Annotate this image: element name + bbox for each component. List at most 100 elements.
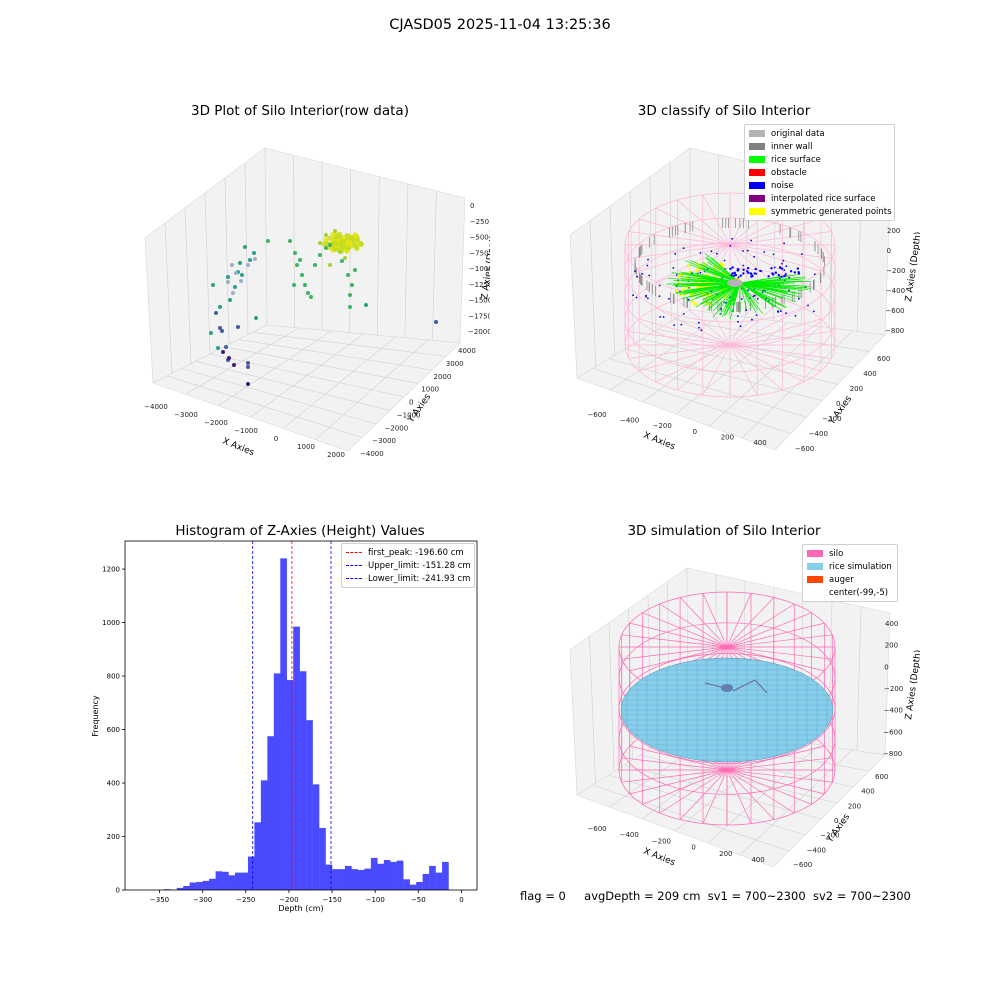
noise-point [742, 250, 744, 252]
panel2-title: 3D classify of Silo Interior [637, 103, 811, 119]
legend-item: rice surface [749, 153, 889, 166]
x-tick-label: −50 [411, 896, 426, 904]
noise-point [246, 263, 250, 267]
z-tick: 400 [885, 620, 898, 628]
silo-spoke [677, 199, 731, 246]
surface-point [739, 276, 806, 284]
noise-point [767, 275, 770, 278]
noise-point [648, 274, 651, 277]
z-axis-label: Z Axies (Depth) [480, 229, 490, 300]
noise-point [641, 272, 644, 275]
simulation-legend: silo rice simulation auger center(-99,-5) [802, 544, 898, 602]
legend-label: noise [771, 180, 794, 191]
noise-point [783, 275, 786, 278]
noise-point [772, 253, 775, 256]
legend-label: rice surface [771, 154, 821, 165]
legend-item: symmetric generated points [749, 205, 892, 218]
legend-label: silo [829, 548, 844, 559]
silo-spoke [726, 646, 833, 660]
noise-point [715, 252, 718, 255]
silo-spoke [729, 307, 805, 346]
legend-item: Upper_limit: -151.28 cm [346, 559, 471, 572]
silo-spoke [729, 244, 821, 272]
legend-swatch [749, 195, 765, 202]
x-tick: 0 [274, 435, 278, 443]
noise-point [732, 274, 736, 277]
symmetric-point [721, 263, 725, 267]
x-tick: 1000 [297, 443, 315, 451]
noise-point [736, 269, 739, 272]
x-tick: 0 [691, 844, 695, 852]
wall-point [300, 273, 304, 277]
z-tick: −500 [470, 234, 489, 242]
surface-point [340, 239, 346, 246]
histogram-bar [345, 865, 352, 890]
legend-swatch [807, 550, 823, 557]
histogram-bar [215, 871, 223, 890]
legend-label: first_peak: -196.60 cm [368, 547, 464, 558]
surface-point [739, 282, 752, 309]
y-tick-label: 1000 [102, 619, 120, 627]
noise-point [731, 237, 734, 240]
surface-point [712, 282, 741, 318]
z-axis-label: Z Axies (Depth) [904, 231, 920, 302]
histogram-bar [299, 671, 307, 890]
y-tick: 0 [409, 399, 413, 407]
silo-spoke [726, 603, 795, 648]
noise-point [807, 304, 809, 307]
surface-point [739, 282, 793, 298]
wall-point [350, 283, 354, 287]
silo-spoke [621, 646, 728, 660]
silo-spoke [677, 344, 731, 391]
histogram-bar [183, 885, 190, 890]
y-tick: −200 [820, 832, 839, 840]
noise-point [230, 263, 234, 267]
surface-point [731, 282, 741, 313]
silo-spoke [729, 344, 805, 383]
x-tick-label: −200 [279, 896, 298, 904]
legend-swatch [749, 208, 765, 215]
silo-spoke [729, 344, 758, 396]
z-axis-label: Z Axies (Depth) [904, 649, 920, 720]
surface-point [739, 282, 785, 293]
grid-line [608, 622, 615, 772]
legend-item: obstacle [749, 166, 889, 179]
y-tick: −400 [807, 846, 826, 854]
silo-spoke [729, 299, 783, 346]
low-point [246, 365, 250, 369]
histogram-bar [403, 879, 410, 890]
wall-point [348, 305, 352, 309]
low-point [236, 325, 240, 329]
grid-lines [164, 155, 447, 440]
noise-point [796, 267, 799, 270]
silo-spoke [628, 244, 731, 259]
legend-swatch [749, 130, 765, 137]
surface-point [333, 240, 339, 247]
wall-point [306, 291, 310, 295]
histogram-bar [312, 784, 320, 890]
surface-point [357, 240, 364, 246]
grid-line [164, 222, 173, 374]
noise-point [777, 310, 779, 312]
legend-line-sample [346, 578, 362, 579]
y-tick: −400 [809, 430, 828, 438]
silo-spoke [629, 646, 728, 672]
noise-point [700, 329, 703, 332]
panel4-title: 3D simulation of Silo Interior [627, 523, 821, 539]
histogram-bar [325, 864, 333, 890]
silo-spoke [726, 769, 752, 824]
wall-point [324, 233, 328, 237]
noise-point [783, 269, 786, 271]
silo-spoke [628, 231, 731, 246]
low-point [224, 345, 228, 349]
silo-spoke [621, 757, 728, 771]
reference-lines [252, 541, 332, 890]
noise-point [750, 239, 753, 242]
x-tick-labels: −4000 −3000 −2000 −1000 0 1000 2000 [144, 403, 345, 459]
silo-spoke [726, 634, 833, 648]
legend-item: rice simulation [807, 560, 892, 573]
silo-spoke [639, 318, 731, 346]
wall-point [233, 285, 237, 289]
deep-point [227, 356, 231, 360]
